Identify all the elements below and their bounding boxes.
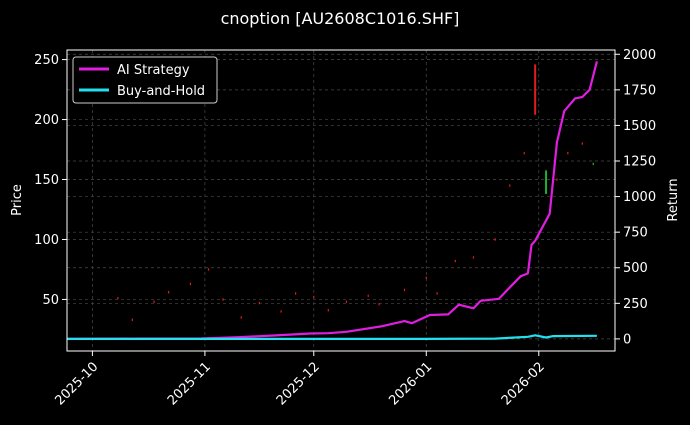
- y-tick-label-right: 1000: [623, 190, 656, 205]
- y-tick-label-left: 100: [34, 233, 59, 248]
- y-tick-label-right: 1250: [623, 155, 656, 170]
- series-line-buy-and-hold: [67, 334, 597, 340]
- y-tick-label-right: 750: [623, 226, 648, 241]
- legend: AI Strategy Buy-and-Hold: [72, 56, 218, 104]
- legend-label-ai-strategy: AI Strategy: [117, 63, 190, 78]
- y-tick-label-right: 2000: [623, 48, 656, 63]
- y-tick-label-left: 250: [34, 53, 59, 68]
- chart-title: cnoption [AU2608C1016.SHF]: [221, 9, 460, 28]
- y-axis-label-left: Price: [10, 184, 25, 216]
- y-axis-label-right: Return: [666, 178, 681, 221]
- series-line-ai-strategy: [66, 61, 598, 340]
- legend-label-buy-and-hold: Buy-and-Hold: [117, 84, 205, 99]
- price-ticks: [117, 64, 594, 322]
- plot-frame: [66, 49, 616, 352]
- y-tick-label-right: 250: [623, 297, 648, 312]
- series-lines: [66, 61, 598, 340]
- y-tick-label-right: 500: [623, 261, 648, 276]
- y-tick-label-right: 0: [623, 332, 631, 347]
- y-tick-label-right: 1750: [623, 83, 656, 98]
- y-tick-label-left: 150: [34, 173, 59, 188]
- y-tick-label-right: 1500: [623, 119, 656, 134]
- y-tick-label-left: 200: [34, 113, 59, 128]
- y-tick-label-left: 50: [42, 293, 59, 308]
